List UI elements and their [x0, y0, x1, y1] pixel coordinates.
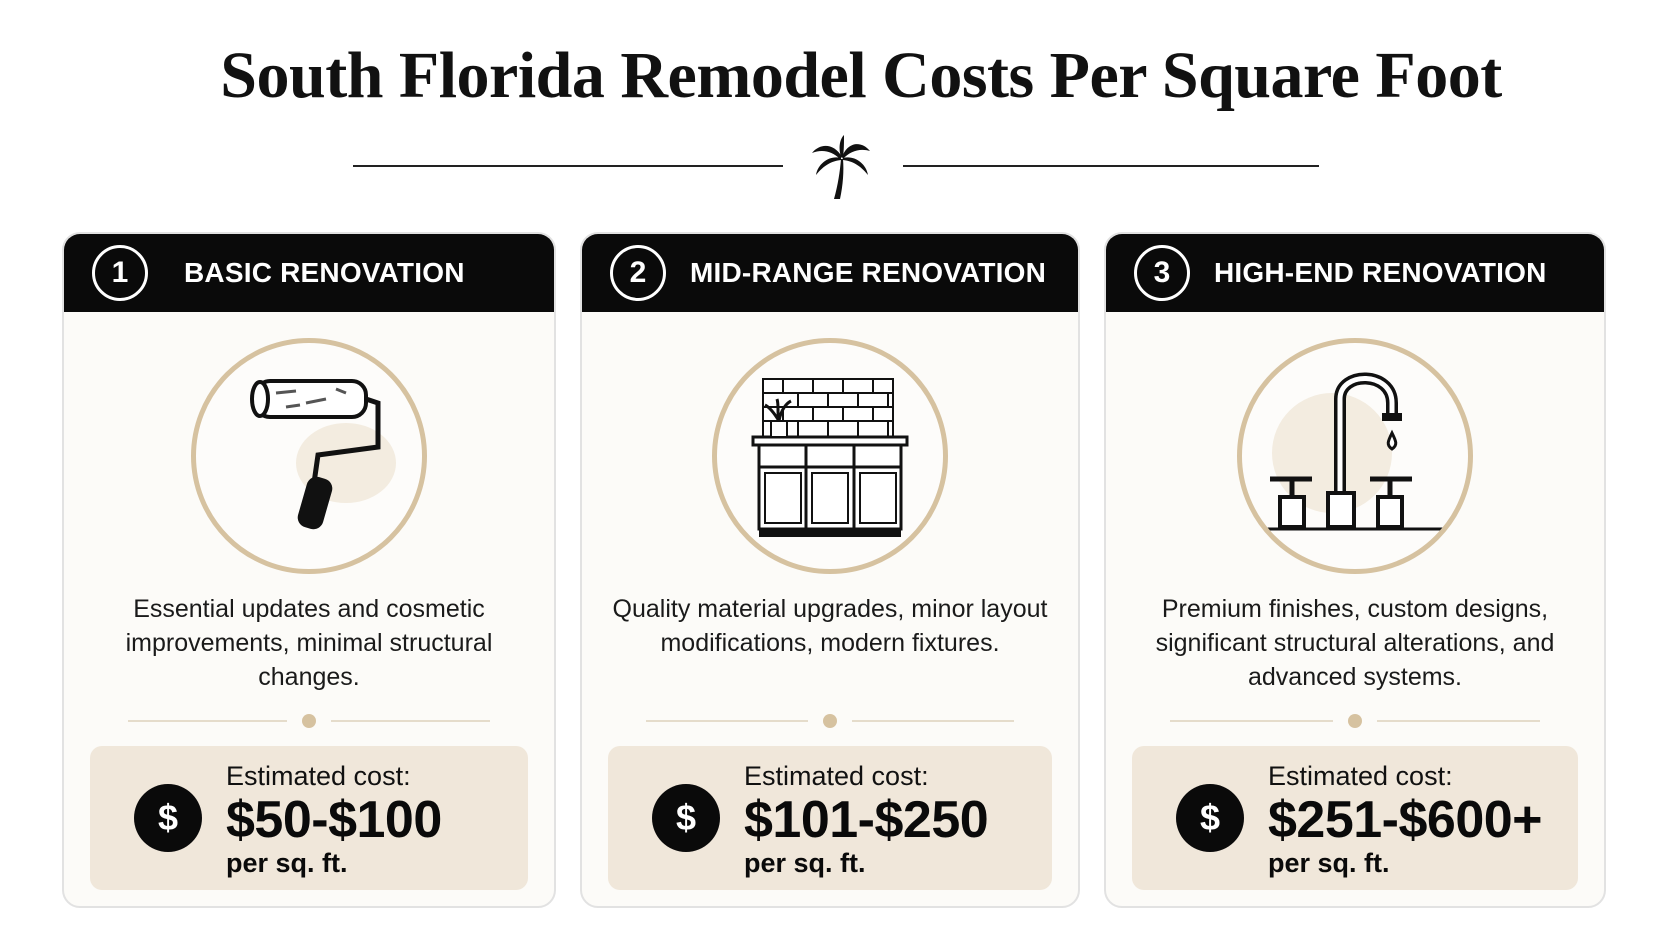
card-header: 2 MID-RANGE RENOVATION [582, 234, 1078, 312]
cost-value: $101-$250 [744, 791, 989, 849]
cost-label: Estimated cost: [226, 761, 411, 791]
dollar-icon: $ [652, 784, 720, 852]
card-header: 3 HIGH-END RENOVATION [1106, 234, 1604, 312]
icon-circle [191, 338, 427, 574]
card-title: HIGH-END RENOVATION [1214, 257, 1547, 288]
card-description: Quality material upgrades, minor layout … [612, 595, 1048, 657]
dollar-icon: $ [1176, 784, 1244, 852]
card-title: BASIC RENOVATION [184, 257, 465, 288]
separator [1170, 714, 1540, 728]
palm-tree-icon [812, 135, 870, 199]
cost-unit: per sq. ft. [744, 848, 866, 878]
card-high-end-renovation: 3 HIGH-END RENOVATION Premium finishes, … [1104, 232, 1606, 908]
icon-circle [1237, 338, 1473, 574]
icon-circle [712, 338, 948, 574]
step-number: 1 [92, 245, 148, 301]
cost-unit: per sq. ft. [226, 848, 348, 878]
cost-label: Estimated cost: [1268, 761, 1453, 791]
separator [646, 714, 1014, 728]
card-title: MID-RANGE RENOVATION [690, 257, 1047, 288]
separator [128, 714, 490, 728]
title-divider-left [353, 165, 783, 167]
cost-unit: per sq. ft. [1268, 848, 1390, 878]
kitchen-cabinet-icon [751, 378, 909, 537]
cost-box: $ Estimated cost: $251-$600+ per sq. ft. [1132, 746, 1578, 890]
card-description: Premium finishes, custom designs, signif… [1155, 595, 1555, 691]
title-divider-right [903, 165, 1319, 167]
card-header: 1 BASIC RENOVATION [64, 234, 554, 312]
step-number: 2 [610, 245, 666, 301]
cost-value: $251-$600+ [1268, 791, 1543, 849]
cost-box: $ Estimated cost: $50-$100 per sq. ft. [90, 746, 528, 890]
card-description: Essential updates and cosmetic improveme… [125, 595, 493, 691]
page-title: South Florida Remodel Costs Per Square F… [220, 39, 1502, 112]
card-mid-range-renovation: 2 MID-RANGE RENOVATION [580, 232, 1080, 908]
cost-value: $50-$100 [226, 791, 442, 849]
faucet-icon [1262, 372, 1448, 531]
cost-box: $ Estimated cost: $101-$250 per sq. ft. [608, 746, 1052, 890]
cost-label: Estimated cost: [744, 761, 929, 791]
step-number: 3 [1134, 245, 1190, 301]
paint-roller-icon [250, 379, 396, 530]
card-basic-renovation: 1 BASIC RENOVATION Essential updates and… [62, 232, 556, 908]
dollar-icon: $ [134, 784, 202, 852]
